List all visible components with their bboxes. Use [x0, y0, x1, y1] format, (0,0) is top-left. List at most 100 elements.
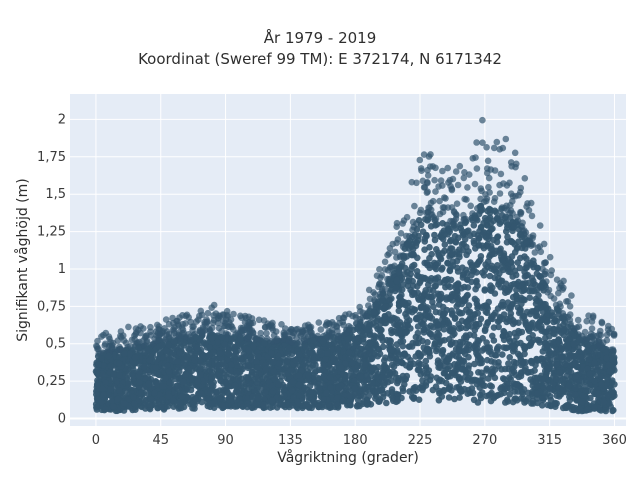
- data-point: [273, 337, 281, 344]
- data-point: [588, 325, 596, 332]
- data-point: [208, 369, 216, 376]
- data-point: [384, 390, 391, 397]
- data-point: [176, 349, 183, 357]
- data-point: [385, 250, 393, 257]
- data-point: [400, 217, 408, 224]
- data-point: [408, 343, 416, 350]
- data-point: [128, 336, 136, 344]
- data-point: [577, 353, 584, 361]
- data-point: [494, 233, 502, 240]
- data-point: [98, 370, 106, 378]
- data-point: [534, 264, 542, 272]
- data-point: [509, 210, 516, 217]
- data-point: [135, 379, 143, 386]
- data-point: [98, 333, 105, 340]
- data-point: [425, 153, 433, 160]
- data-point: [406, 232, 413, 240]
- data-point: [321, 356, 329, 363]
- data-point: [335, 385, 343, 392]
- data-point: [550, 295, 558, 302]
- data-point: [125, 380, 133, 388]
- data-point: [151, 389, 158, 397]
- data-point: [417, 206, 425, 214]
- data-point: [527, 357, 535, 365]
- data-point: [505, 360, 512, 367]
- data-point: [508, 344, 515, 351]
- data-point: [451, 395, 458, 403]
- data-point: [307, 323, 315, 331]
- data-point: [404, 241, 412, 249]
- data-point: [515, 319, 522, 327]
- data-point: [571, 384, 579, 392]
- data-point: [107, 362, 115, 370]
- data-point: [360, 379, 368, 386]
- data-point: [155, 371, 162, 379]
- data-point: [528, 212, 536, 220]
- data-point: [219, 402, 226, 409]
- data-point: [257, 329, 265, 337]
- data-point: [453, 303, 461, 310]
- data-point: [498, 384, 505, 391]
- data-point: [203, 318, 211, 325]
- data-point: [179, 312, 186, 319]
- data-point: [301, 384, 308, 391]
- data-point: [511, 363, 518, 370]
- data-point: [472, 285, 479, 293]
- data-point: [165, 341, 172, 349]
- data-point: [475, 369, 482, 376]
- data-point: [125, 323, 132, 331]
- data-point: [560, 375, 567, 383]
- data-point: [481, 267, 489, 274]
- data-point: [317, 326, 325, 333]
- data-point: [430, 303, 437, 311]
- data-point: [359, 332, 367, 339]
- data-point: [584, 365, 591, 373]
- data-point: [522, 364, 529, 372]
- data-point: [540, 395, 547, 402]
- data-point: [437, 177, 445, 184]
- data-point: [539, 314, 546, 322]
- data-point: [324, 350, 331, 357]
- data-point: [486, 214, 494, 221]
- data-point: [517, 339, 524, 347]
- data-point: [544, 342, 551, 349]
- data-point: [518, 300, 525, 308]
- data-point: [549, 312, 556, 319]
- data-point: [228, 323, 236, 331]
- data-point: [473, 165, 481, 172]
- data-point: [432, 215, 440, 223]
- data-point: [315, 403, 323, 411]
- data-point: [417, 277, 424, 285]
- data-point: [465, 248, 472, 255]
- data-point: [487, 245, 495, 253]
- data-point: [491, 274, 499, 282]
- data-point: [189, 404, 196, 412]
- data-point: [516, 264, 524, 272]
- data-point: [140, 363, 148, 371]
- data-point: [233, 370, 241, 377]
- data-point: [169, 326, 177, 333]
- data-point: [455, 354, 463, 362]
- data-point: [515, 309, 523, 317]
- data-point: [428, 250, 436, 258]
- data-point: [172, 375, 179, 383]
- data-point: [575, 336, 583, 344]
- data-point: [144, 346, 151, 354]
- data-point: [487, 226, 495, 233]
- data-point: [336, 319, 343, 327]
- data-point: [132, 331, 139, 338]
- data-point: [410, 250, 417, 258]
- data-point: [570, 340, 577, 348]
- data-point: [441, 337, 448, 344]
- data-point: [459, 246, 467, 254]
- data-point: [216, 372, 223, 380]
- data-point: [176, 399, 184, 407]
- data-point: [531, 249, 539, 256]
- data-point: [323, 389, 330, 397]
- data-point: [502, 218, 510, 226]
- data-point: [441, 247, 448, 255]
- data-point: [435, 397, 443, 404]
- data-point: [350, 342, 358, 350]
- data-point: [484, 157, 492, 165]
- data-point: [503, 332, 510, 339]
